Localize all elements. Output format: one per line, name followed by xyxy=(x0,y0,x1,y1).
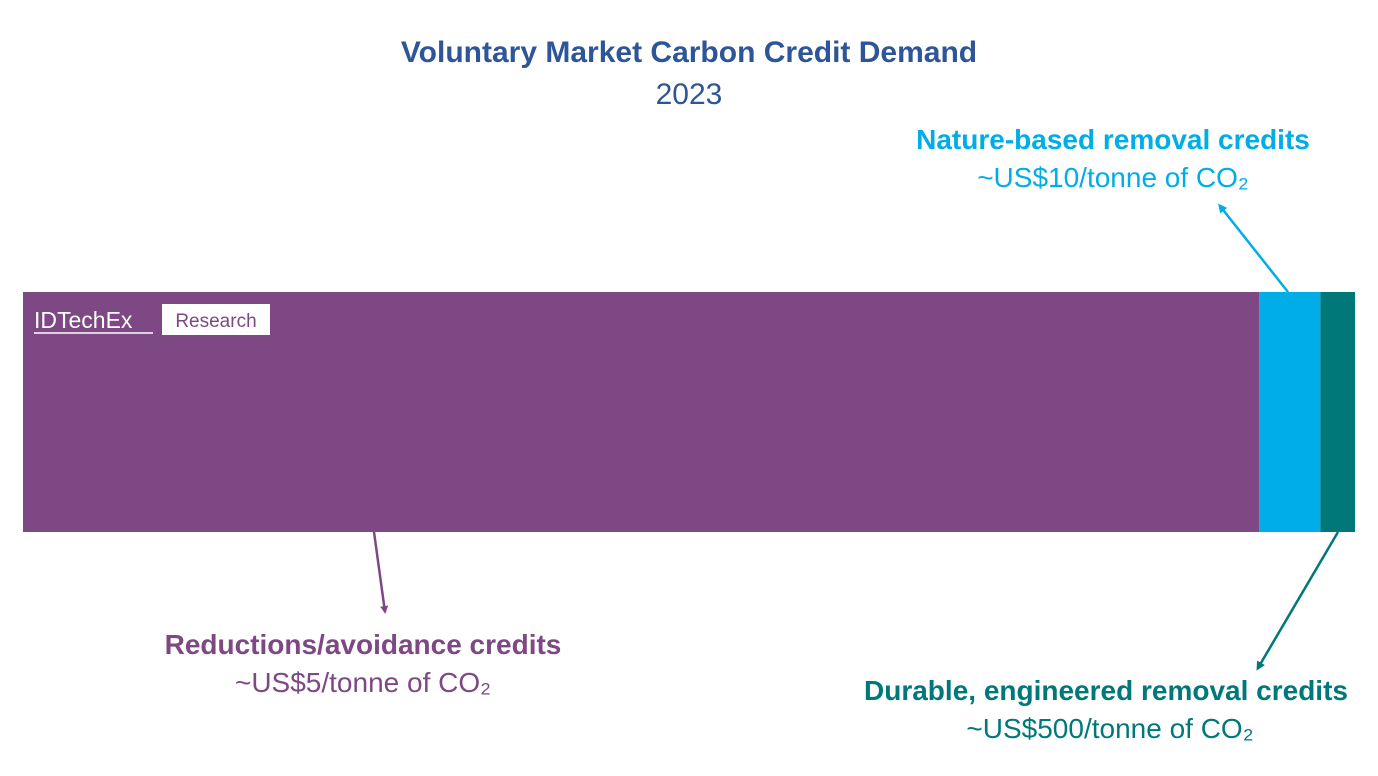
bar-segment-engineered xyxy=(1320,292,1355,532)
arrow-nature-based xyxy=(1218,203,1289,293)
chart-subtitle: 2023 xyxy=(656,78,723,111)
label-reductions-name: Reductions/avoidance credits xyxy=(165,629,562,660)
logo-badge xyxy=(162,304,270,335)
chart-title: Voluntary Market Carbon Credit Demand xyxy=(401,36,977,69)
bar-segment-nature-based xyxy=(1259,292,1321,532)
label-engineered-name: Durable, engineered removal credits xyxy=(864,675,1348,706)
label-nature-based-price: ~US$10/tonne of CO₂ xyxy=(977,162,1249,193)
logo-brand: IDTechEx xyxy=(34,307,133,333)
label-engineered-price: ~US$500/tonne of CO₂ xyxy=(966,713,1253,744)
arrow-reductions xyxy=(372,531,389,614)
label-nature-based-name: Nature-based removal credits xyxy=(916,124,1310,155)
label-reductions-price: ~US$5/tonne of CO₂ xyxy=(235,667,491,698)
logo-division: Research xyxy=(175,311,256,332)
arrow-engineered xyxy=(1256,531,1340,671)
logo: IDTechEx Research xyxy=(34,304,270,335)
